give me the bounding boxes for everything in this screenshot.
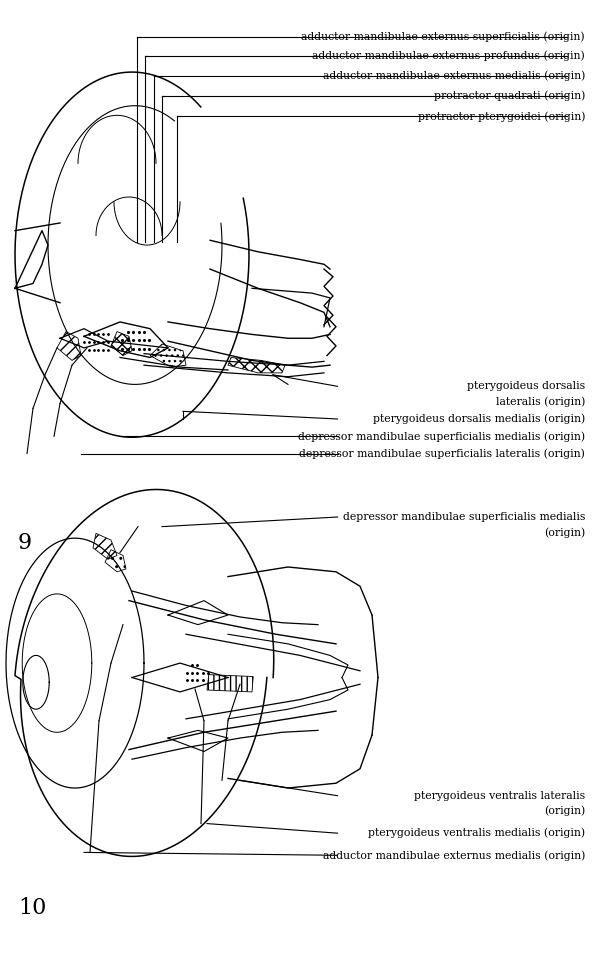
Text: depressor mandibulae superficialis medialis: depressor mandibulae superficialis media…: [343, 512, 585, 522]
Text: pterygoideus dorsalis: pterygoideus dorsalis: [467, 382, 585, 391]
Text: pterygoideus ventralis medialis (origin): pterygoideus ventralis medialis (origin): [368, 828, 585, 838]
Text: adductor mandibulae externus profundus (origin): adductor mandibulae externus profundus (…: [312, 51, 585, 61]
Text: 9: 9: [18, 532, 32, 554]
Text: 10: 10: [18, 898, 46, 919]
Text: (origin): (origin): [544, 528, 585, 537]
Text: lateralis (origin): lateralis (origin): [496, 397, 585, 407]
Text: (origin): (origin): [544, 806, 585, 816]
Text: adductor mandibulae externus superficialis (origin): adductor mandibulae externus superficial…: [301, 32, 585, 41]
Text: protractor quadrati (origin): protractor quadrati (origin): [434, 91, 585, 101]
Text: depressor mandibulae superficialis lateralis (origin): depressor mandibulae superficialis later…: [299, 449, 585, 458]
Text: protractor pterygoidei (origin): protractor pterygoidei (origin): [418, 111, 585, 121]
Text: pterygoideus ventralis lateralis: pterygoideus ventralis lateralis: [414, 791, 585, 801]
Text: depressor mandibulae superficialis medialis (origin): depressor mandibulae superficialis media…: [298, 431, 585, 441]
Text: pterygoideus dorsalis medialis (origin): pterygoideus dorsalis medialis (origin): [373, 414, 585, 424]
Text: adductor mandibulae externus medialis (origin): adductor mandibulae externus medialis (o…: [323, 71, 585, 81]
Text: adductor mandibulae externus medialis (origin): adductor mandibulae externus medialis (o…: [323, 850, 585, 860]
